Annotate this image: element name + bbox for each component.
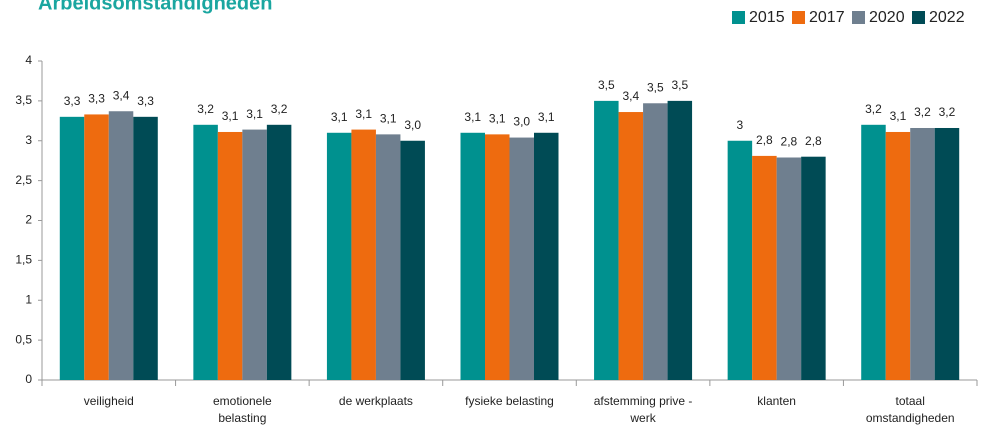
y-tick-label: 1 (25, 292, 32, 306)
x-tick-label: klanten (757, 394, 796, 408)
x-tick-label: totaal omstandigheden (866, 394, 955, 425)
y-tick-label: 0,5 (15, 332, 32, 346)
bar (801, 156, 826, 380)
bar (934, 127, 960, 381)
value-label: 3,2 (865, 102, 882, 116)
bar (776, 157, 802, 380)
bar (460, 132, 485, 380)
y-tick-label: 4 (25, 53, 32, 67)
bar (910, 127, 935, 381)
legend-label: 2020 (869, 9, 905, 26)
legend-label: 2022 (929, 9, 965, 26)
value-label: 3,4 (113, 88, 130, 102)
bar (217, 131, 243, 380)
value-label: 3,1 (355, 107, 372, 121)
legend-swatch (792, 11, 805, 24)
value-label: 2,8 (805, 134, 822, 148)
bar (618, 112, 644, 380)
y-tick-label: 2,5 (15, 173, 32, 187)
value-label: 3,1 (222, 109, 239, 123)
value-label: 3,1 (489, 112, 506, 126)
value-label: 3,5 (671, 78, 688, 92)
y-tick-label: 0 (25, 372, 32, 386)
bar (485, 134, 510, 380)
value-label: 3,3 (88, 92, 105, 106)
value-label: 3,2 (914, 105, 931, 119)
bar (885, 131, 911, 380)
bar (108, 111, 134, 381)
value-label: 3,1 (380, 112, 397, 126)
x-tick-label: afstemming prive -werk (594, 394, 693, 425)
bar (509, 137, 534, 380)
y-tick-label: 3 (25, 133, 32, 147)
bar (752, 155, 777, 380)
value-label: 3,4 (622, 89, 639, 103)
legend-swatch (732, 11, 745, 24)
bar (351, 129, 376, 380)
bar (727, 140, 753, 380)
x-tick-label: emotionele belasting (213, 394, 272, 425)
y-tick-label: 1,5 (15, 253, 32, 267)
value-label: 3,1 (890, 109, 907, 123)
value-label: 3,5 (647, 80, 664, 94)
value-label: 3,1 (331, 110, 348, 124)
bar (534, 132, 559, 380)
x-tick-label: veiligheid (84, 394, 134, 408)
chart-title: Arbeidsomstandigheden (38, 0, 272, 14)
bar (400, 140, 425, 380)
bar (193, 124, 218, 380)
value-label: 3,0 (404, 118, 421, 132)
bar (84, 114, 109, 381)
bar (59, 116, 85, 380)
bar (861, 124, 886, 380)
legend-label: 2015 (749, 9, 785, 26)
value-label: 3,2 (271, 102, 288, 116)
value-label: 3,3 (64, 94, 81, 108)
value-label: 3,0 (513, 115, 530, 129)
value-label: 2,8 (781, 135, 798, 149)
bar (133, 116, 158, 380)
value-label: 2,8 (756, 133, 773, 147)
bar (375, 134, 401, 380)
bar (643, 103, 668, 380)
legend-swatch (852, 11, 865, 24)
bar (667, 100, 693, 380)
y-tick-label: 2 (25, 213, 32, 227)
bar (242, 129, 267, 380)
value-label: 3,3 (137, 94, 154, 108)
value-label: 3,2 (197, 102, 214, 116)
y-tick-label: 3,5 (15, 93, 32, 107)
bar (326, 132, 352, 380)
x-tick-label: de werkplaats (339, 394, 413, 408)
value-label: 3 (737, 118, 744, 132)
legend-swatch (912, 11, 925, 24)
x-tick-label: fysieke belasting (465, 394, 554, 408)
value-label: 3,5 (598, 78, 615, 92)
legend-label: 2017 (809, 9, 845, 26)
bar (594, 100, 619, 380)
value-label: 3,2 (939, 105, 956, 119)
value-label: 3,1 (538, 110, 555, 124)
value-label: 3,1 (464, 110, 481, 124)
value-label: 3,1 (246, 107, 263, 121)
bar (266, 124, 292, 380)
